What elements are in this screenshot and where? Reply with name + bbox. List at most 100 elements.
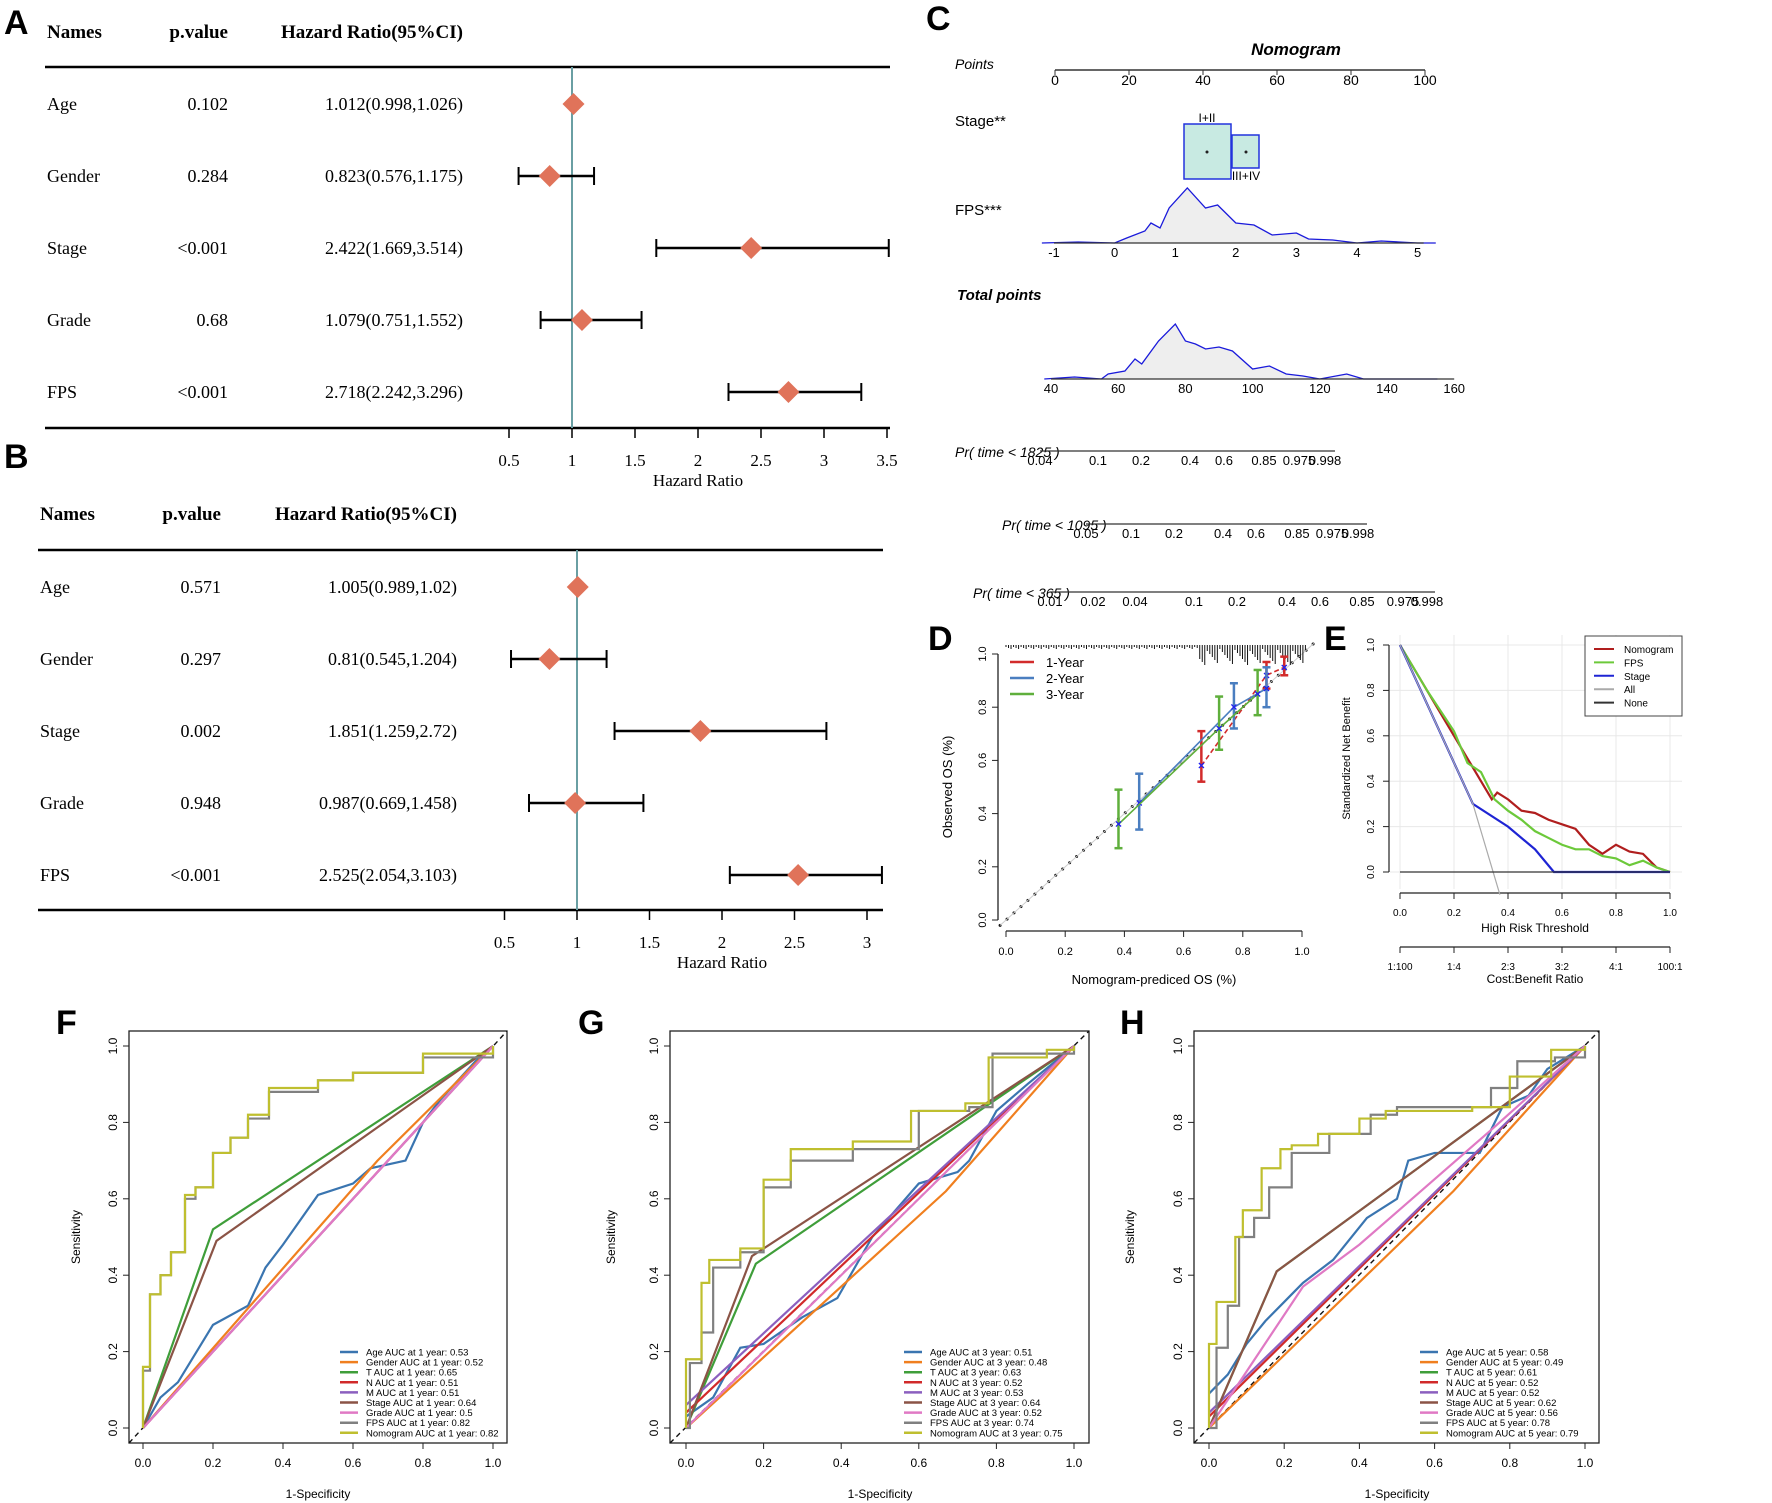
x-tick-label: 0.8: [988, 1456, 1005, 1470]
panel-letter-e: E: [1324, 620, 1347, 658]
roc-curve: [1208, 1045, 1586, 1429]
roc-curve: [1208, 1045, 1586, 1414]
fps-density-line: [1041, 187, 1436, 244]
y-tick-label: 0.6: [647, 1190, 661, 1207]
legend-label: N AUC at 1 year: 0.51: [366, 1378, 458, 1389]
panel-letter-h: H: [1120, 1004, 1145, 1042]
y-tick-label: 0.8: [1171, 1114, 1185, 1131]
x-tick-label: 0.2: [1058, 946, 1073, 958]
row-name: Grade: [47, 310, 91, 330]
calibration-point: ×: [1263, 682, 1270, 696]
total-density-line: [1044, 322, 1438, 380]
y-tick-label: 0.2: [977, 859, 989, 874]
row-hr-text: 1.851(1.259,2.72): [328, 721, 457, 742]
fps-tick-label: 0: [1111, 245, 1118, 260]
points-tick-label: 0: [1051, 72, 1059, 88]
legend-label: N AUC at 3 year: 0.52: [930, 1378, 1022, 1389]
x-axis-label: 1-Specificity: [1365, 1487, 1430, 1501]
x-tick-label: 0.8: [1501, 1456, 1518, 1470]
row-pvalue: 0.68: [197, 310, 229, 330]
total-tick-label: 80: [1178, 381, 1192, 396]
roc-curve: [1208, 1045, 1586, 1429]
probability-tick-label: 0.85: [1284, 526, 1309, 541]
stage-level-label: I+II: [1198, 111, 1215, 125]
legend-label: Age AUC at 3 year: 0.51: [930, 1348, 1032, 1359]
fps-label: FPS***: [955, 202, 1002, 219]
total-tick-label: 100: [1242, 381, 1264, 396]
y-axis-label: Observed OS (%): [940, 736, 955, 839]
probability-tick-label: 0.998: [1342, 526, 1375, 541]
row-name: Grade: [40, 793, 84, 813]
probability-tick-label: 0.05: [1073, 526, 1098, 541]
legend-label: Stage AUC at 3 year: 0.64: [930, 1398, 1040, 1409]
y-tick-label: 0.4: [647, 1267, 661, 1284]
hr-marker: [562, 93, 585, 115]
x-tick-label: 0.2: [1276, 1456, 1293, 1470]
probability-scale-label: Pr( time < 1095 ): [1002, 517, 1107, 533]
y-axis-label: Standardized Net Benefit: [1341, 697, 1353, 819]
fps-tick-label: 2: [1232, 245, 1239, 260]
calibration-point: ×: [1216, 721, 1223, 735]
x-tick-label: 0.2: [205, 1456, 222, 1470]
column-header: p.value: [162, 504, 221, 525]
x-tick-label: 0.8: [415, 1456, 432, 1470]
stage-point: [1244, 150, 1248, 154]
row-name: Gender: [40, 649, 93, 669]
points-tick-label: 100: [1413, 72, 1437, 88]
stage-point: [1205, 150, 1209, 154]
y-tick-label: 1.0: [647, 1037, 661, 1054]
hr-marker: [538, 165, 561, 187]
hr-marker: [689, 720, 712, 742]
x-tick-label: 0.2: [755, 1456, 772, 1470]
x2-tick-label: 1:100: [1387, 962, 1412, 973]
column-header: Names: [47, 22, 102, 43]
probability-tick-label: 0.975: [1283, 453, 1316, 468]
legend-label: T AUC at 3 year: 0.63: [930, 1368, 1021, 1379]
y-tick-label: 0.0: [1366, 865, 1377, 879]
total-tick-label: 140: [1376, 381, 1398, 396]
y-tick-label: 0.2: [106, 1343, 120, 1360]
legend-label: Nomogram AUC at 3 year: 0.75: [930, 1428, 1063, 1439]
y-tick-label: 0.8: [647, 1114, 661, 1131]
roc-curve: [684, 1045, 1075, 1429]
x-tick-label: 0.6: [345, 1456, 362, 1470]
y-tick-label: 1.0: [1171, 1037, 1185, 1054]
decision-curve-e: 0.0 0.2 0.4 0.6 0.8 1.0 Standardized Net Benef…: [1341, 635, 1683, 986]
plot-frame: [128, 1030, 508, 1444]
legend-label: Age AUC at 5 year: 0.58: [1446, 1348, 1548, 1359]
legend-label: All: [1624, 685, 1635, 696]
panel-letter-f: F: [56, 1004, 77, 1042]
row-hr-text: 0.987(0.669,1.458): [319, 793, 457, 814]
x-tick-label: 3.5: [876, 451, 897, 470]
legend-label: FPS: [1624, 658, 1644, 669]
x-tick-label: 0.5: [494, 933, 515, 952]
x-tick-label: 0.0: [998, 946, 1013, 958]
y-tick-label: 0.6: [977, 753, 989, 768]
probability-tick-label: 0.4: [1278, 594, 1296, 609]
x2-tick-label: 2:3: [1501, 962, 1515, 973]
total-tick-label: 120: [1309, 381, 1331, 396]
row-hr-text: 0.81(0.545,1.204): [328, 649, 457, 670]
total-tick-label: 40: [1044, 381, 1058, 396]
probability-tick-label: 0.02: [1080, 594, 1105, 609]
legend-label: Grade AUC at 1 year: 0.5: [366, 1408, 473, 1419]
row-name: Age: [47, 94, 77, 114]
y-tick-label: 0.6: [1366, 728, 1377, 742]
x2-axis-label: Cost:Benefit Ratio: [1487, 972, 1584, 986]
x-tick-label: 0.4: [275, 1456, 292, 1470]
plot-frame: [1193, 1030, 1600, 1444]
legend-label: None: [1624, 699, 1648, 710]
y-axis-label: Sensitivity: [1123, 1210, 1137, 1264]
x-tick-label: 0.8: [1235, 946, 1250, 958]
row-pvalue: 0.948: [181, 793, 222, 813]
legend-label: FPS AUC at 1 year: 0.82: [366, 1418, 470, 1429]
probability-tick-label: 0.04: [1122, 594, 1147, 609]
stage-level-label: III+IV: [1232, 169, 1260, 183]
row-pvalue: 0.102: [188, 94, 229, 114]
calibration-point: ×: [1230, 700, 1237, 714]
x-tick-label: 1.0: [1577, 1456, 1594, 1470]
forest-plot-b: Names p.value Hazard Ratio(95%CI) Age 0.571 1…: [38, 504, 883, 972]
legend-label: T AUC at 5 year: 0.61: [1446, 1368, 1537, 1379]
calibration-plot-d: 0.0 0.2 0.4 0.6 0.8 1.0 0.0 0.2 0.4 0.6 0.8 1.0 Nomo…: [940, 642, 1315, 987]
x-tick-label: 2: [694, 451, 703, 470]
